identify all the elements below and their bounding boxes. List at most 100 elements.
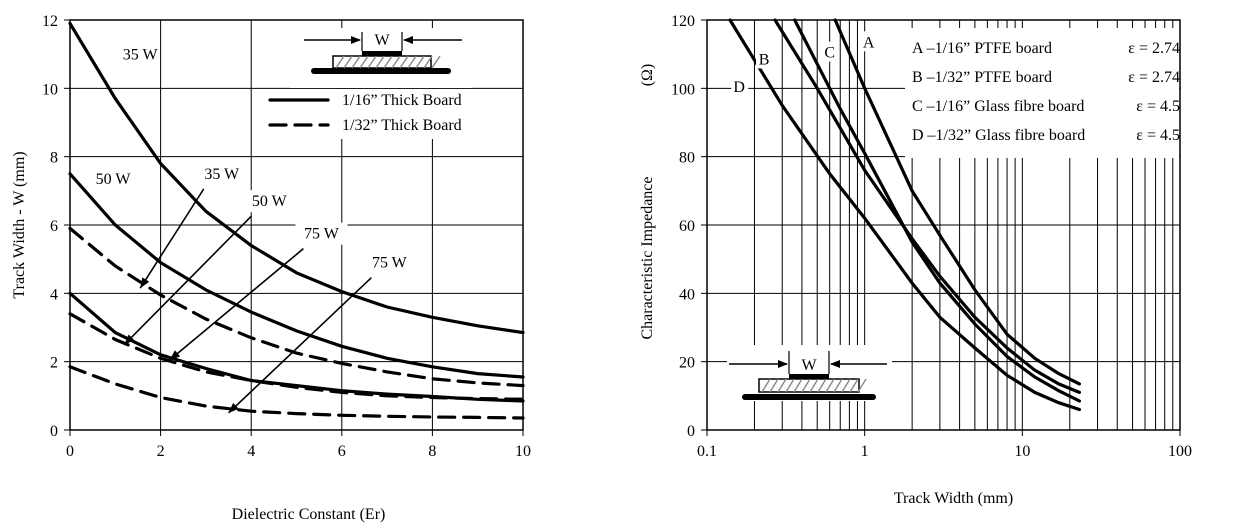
curve-label-backdrop — [860, 31, 878, 52]
y-tick-label: 120 — [671, 13, 695, 30]
substrate-hatch — [351, 55, 361, 69]
trace-icon — [362, 51, 402, 56]
series-line-D — [728, 18, 1081, 412]
legend-text-backdrop — [266, 89, 516, 139]
annotation-arrowhead — [140, 277, 150, 289]
x-tick-label: 4 — [247, 443, 255, 460]
y-tick-label: 12 — [42, 13, 58, 30]
series-line-4 — [68, 312, 525, 401]
curve-label: C — [824, 45, 835, 62]
substrate-hatch — [761, 378, 771, 393]
annotation-label: 35 W — [204, 166, 240, 183]
annotation-arrowhead — [124, 334, 135, 345]
annotation-arrowhead — [228, 402, 239, 413]
legend-entry-label: 1/32” Thick Board — [342, 117, 462, 134]
y-axis-unit-label: (Ω) — [639, 64, 656, 87]
substrate-hatch — [769, 378, 779, 393]
substrate-hatch — [391, 55, 401, 69]
annotation-backdrop — [295, 222, 348, 245]
y-tick-label: 2 — [50, 355, 58, 372]
annotation-label: 35 W — [123, 46, 159, 63]
diagram-width-label: W — [374, 32, 390, 49]
series-line-2 — [68, 226, 525, 388]
y-tick-label: 20 — [679, 355, 695, 372]
legend-entry-label: D –1/32” Glass fibre board — [912, 127, 1085, 144]
y-tick-label: 0 — [687, 423, 695, 440]
annotation-backdrop — [195, 162, 248, 185]
annotation-label: 75 W — [304, 226, 340, 243]
substrate-hatch — [423, 55, 433, 69]
series-line-C — [793, 18, 1081, 403]
series-line-5 — [68, 365, 525, 420]
legend-entry-label: B –1/32” PTFE board — [912, 69, 1052, 86]
annotation-label: 50 W — [96, 171, 132, 188]
legend-entry-epsilon: ε = 4.5 — [1136, 127, 1180, 144]
annotation-backdrop — [363, 251, 416, 274]
substrate-hatch — [793, 378, 803, 393]
substrate-hatch — [415, 55, 425, 69]
legend-entry-epsilon: ε = 2.74 — [1128, 40, 1180, 57]
series-line-3 — [68, 291, 525, 403]
curve-label-backdrop — [756, 48, 774, 69]
substrate-hatch — [399, 55, 409, 69]
series-line-0 — [68, 21, 525, 335]
dimension-arrowhead-left — [778, 360, 788, 368]
annotation-arrowhead — [169, 350, 181, 360]
dimension-arrowhead-right — [830, 360, 840, 368]
legend-entry-label: C –1/16” Glass fibre board — [912, 98, 1084, 115]
y-tick-label: 8 — [50, 150, 58, 167]
substrate-hatch — [801, 378, 811, 393]
x-tick-label: 100 — [1168, 443, 1192, 460]
x-tick-label: 0.1 — [697, 443, 717, 460]
series-line-1 — [68, 172, 525, 379]
dimension-arrowhead-left — [351, 36, 361, 44]
legend-entry-label: 1/16” Thick Board — [342, 92, 462, 109]
y-tick-label: 6 — [50, 218, 58, 235]
y-axis-label: Characteristic Impedance — [639, 176, 656, 339]
substrate-hatch — [857, 378, 867, 393]
y-tick-label: 0 — [50, 423, 58, 440]
dimension-arrowhead-right — [403, 36, 413, 44]
series-line-A — [833, 18, 1081, 386]
annotation-backdrop — [243, 190, 296, 213]
substrate-hatch — [431, 55, 441, 69]
series-line-B — [773, 18, 1081, 394]
curve-label-backdrop — [731, 75, 749, 96]
diagram-width-label: W — [801, 357, 817, 374]
substrate-hatch — [407, 55, 417, 69]
substrate-hatch — [383, 55, 393, 69]
substrate-hatch — [825, 378, 835, 393]
legend-backdrop — [905, 28, 1179, 158]
right-chart: 0.1 1 10 100 0 20 40 60 80 100 120 Track Width (mm)… — [639, 13, 1192, 507]
x-tick-label: 10 — [515, 443, 531, 460]
substrate-hatch — [785, 378, 795, 393]
substrate-hatch — [335, 55, 345, 69]
y-tick-label: 4 — [50, 286, 58, 303]
substrate-hatch — [343, 55, 353, 69]
legend-entry-label: A –1/16” PTFE board — [912, 40, 1052, 57]
annotation-arrow — [169, 248, 304, 361]
substrate-hatch — [849, 378, 859, 393]
substrate-hatch — [817, 378, 827, 393]
substrate-hatch — [777, 378, 787, 393]
left-chart: 0 2 4 6 8 10 0 2 4 6 8 10 12 Dielectric Constant (Er)… — [11, 13, 531, 523]
x-tick-label: 2 — [157, 443, 165, 460]
trace-icon — [789, 374, 829, 379]
annotation-arrow — [139, 188, 205, 289]
annotation-arrow — [123, 215, 252, 346]
x-tick-label: 0 — [66, 443, 74, 460]
x-tick-label: 8 — [428, 443, 436, 460]
y-tick-label: 60 — [679, 218, 695, 235]
substrate-hatch — [809, 378, 819, 393]
curve-label: A — [863, 34, 875, 51]
substrate-hatch — [359, 55, 369, 69]
substrate-hatch — [375, 55, 385, 69]
y-tick-label: 10 — [42, 81, 58, 98]
legend-entry-epsilon: ε = 4.5 — [1136, 98, 1180, 115]
y-tick-label: 80 — [679, 150, 695, 167]
annotation-label: 75 W — [372, 255, 408, 272]
y-tick-label: 40 — [679, 286, 695, 303]
curve-label-backdrop — [821, 41, 839, 62]
annotation-arrow — [228, 277, 372, 414]
